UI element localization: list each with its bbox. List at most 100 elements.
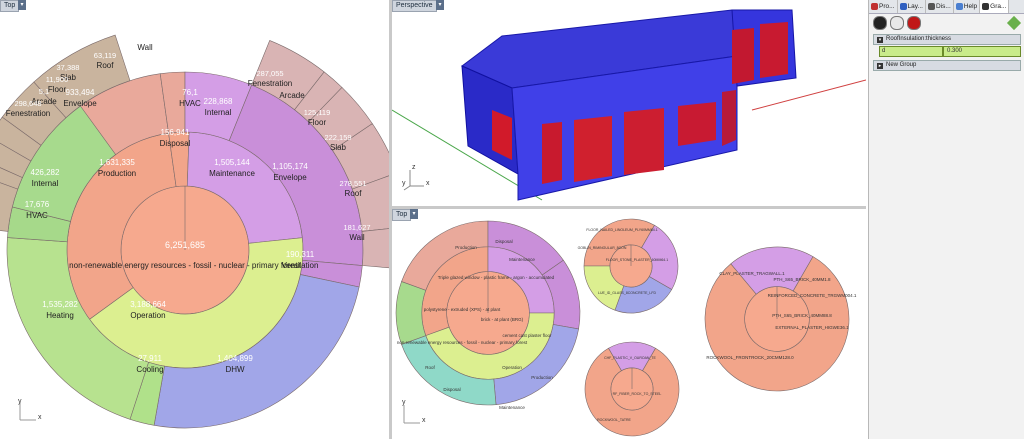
tab-grasshopper-label: Gra... — [990, 3, 1007, 10]
param-row-d[interactable]: d 0.300 — [879, 46, 1021, 57]
sunburst-ring2-value: 426,282 — [31, 168, 60, 177]
top-left-viewport[interactable]: Top ▾ 6,251,685 non-renewable energy reso… — [0, 0, 389, 439]
sunburst-ring3-value: 181,627 — [343, 223, 370, 232]
param-name: d — [879, 46, 943, 57]
chart-4-label: PTH_S65_BRICK_40MM1.8 — [773, 277, 831, 282]
tab-properties[interactable]: Pro... — [869, 0, 898, 13]
chart-1-label: brick - at plant (BRG) — [481, 317, 524, 322]
group-new-group[interactable]: ▸ New Group — [873, 60, 1021, 71]
sunburst-ring2-label: Heating — [46, 311, 74, 320]
pencil-icon[interactable] — [1006, 15, 1022, 31]
sunburst-ring2-label: Ventilation — [282, 261, 319, 270]
sunburst-ring1-value: 156,941 — [161, 128, 190, 137]
panel-toolbar — [869, 14, 1024, 32]
sunburst-ring2-label: DHW — [225, 365, 245, 374]
viewport-divider-horizontal[interactable] — [392, 206, 866, 209]
sunburst-ring3-value: 222,159 — [324, 133, 351, 142]
chart-1-label: Disposal — [495, 239, 512, 244]
top-left-viewport-menu-arrow[interactable]: ▾ — [18, 0, 26, 10]
axis-triad-top-left — [19, 402, 36, 421]
small-sunburst-charts: Production Disposal Maintenance Triple glaz… — [395, 218, 857, 437]
tab-grasshopper[interactable]: Gra... — [980, 0, 1010, 13]
tab-display-label: Dis... — [935, 3, 951, 10]
chart-1-label: Maintenance — [509, 257, 535, 262]
chart-1-label: cement cast plaster floor — [502, 333, 552, 338]
chart-4-segment — [704, 256, 850, 392]
chart-1-label: Disposal — [443, 387, 460, 392]
chart-2-label: FLOOR_STONE_PLASTER_60MM64.1 — [606, 258, 668, 262]
chart-4-label: ROCKWOOL_FRONTROCK_20CMM128.0 — [706, 355, 794, 360]
sunburst-ring3-value: 125,119 — [304, 108, 331, 117]
axis-y-label-top-left: y — [18, 398, 22, 405]
sunburst-ring2-value: 1,535,282 — [42, 300, 78, 309]
sunburst-ring3-label: Roof — [97, 61, 115, 70]
sunburst-ring2-label: HVAC — [179, 99, 201, 108]
chart-2-segment — [583, 218, 655, 267]
chart-3-label: RF_FIBER_ROCK_TO_STEEL — [613, 392, 662, 396]
sunburst-ring3-segment — [1, 81, 67, 146]
sunburst-ring3-value: 278,551 — [339, 179, 366, 188]
top-right-viewport-menu-arrow[interactable]: ▾ — [410, 209, 418, 219]
tab-help[interactable]: Help — [954, 0, 981, 13]
sunburst-ring3-value: 63,119 — [94, 51, 116, 60]
axis-y-label-perspective: y — [402, 180, 406, 187]
axis-x-label-perspective: x — [426, 180, 430, 187]
viewport-divider-left[interactable] — [389, 0, 392, 439]
chart-1-label: polystyrene - extruded (XPS) - at plant — [424, 307, 501, 312]
sunburst-ring2-value: 27,911 — [138, 354, 162, 363]
sunburst-ring1-label: Operation — [130, 311, 165, 320]
sunburst-ring2-label: Envelope — [63, 99, 97, 108]
sunburst-ring3-label: Wall — [137, 43, 152, 52]
sunburst-ring2-value: 933,494 — [66, 88, 95, 97]
sunburst-ring3-segment — [0, 142, 32, 178]
param-value-slider[interactable]: 0.300 — [943, 46, 1021, 57]
side-panel: Pro... Lay... Dis... Help Gra... ▾ RoofI… — [868, 0, 1024, 439]
axis-y-label-top-right: y — [402, 399, 406, 406]
panel-tab-bar: Pro... Lay... Dis... Help Gra... — [869, 0, 1024, 14]
group-roofinsulation-thickness[interactable]: ▾ RoofInsulation:thickness — [873, 34, 1021, 45]
sunburst-ring3-value: 37,388 — [57, 63, 80, 72]
perspective-viewport-tab[interactable]: Perspective — [392, 0, 437, 12]
sunburst-ring1-value: 1,631,335 — [99, 158, 135, 167]
sunburst-center-label: non-renewable energy resources - fossil … — [69, 261, 301, 270]
sunburst-ring3-label: Floor — [48, 85, 67, 94]
sunburst-ring3-value: 5,1 — [39, 87, 49, 96]
sunburst-center — [120, 185, 250, 315]
chart-1-label: Maintenance — [499, 405, 525, 410]
chart-4-label: CLAY_PLASTER_TRAGWALL.1 — [719, 271, 785, 276]
sunburst-ring1-label: Maintenance — [209, 169, 255, 178]
expand-toggle-icon[interactable]: ▸ — [877, 62, 883, 69]
sunburst-ring1-label: Production — [98, 169, 136, 178]
axis-z-label-perspective: z — [412, 164, 416, 171]
sunburst-chart: 6,251,685 non-renewable energy resources … — [0, 33, 389, 429]
sunburst-ring3-label: Arcade — [31, 97, 57, 106]
settings-icon[interactable] — [890, 16, 904, 30]
sunburst-ring3-label: Fenestration — [248, 79, 292, 88]
sunburst-ring2-value: 1,404,899 — [217, 354, 253, 363]
sunburst-ring3-segment — [361, 228, 389, 269]
tab-layers[interactable]: Lay... — [898, 0, 926, 13]
sunburst-ring1-value: 1,505,144 — [214, 158, 250, 167]
sunburst-ring3-value: 256,134 — [131, 33, 158, 42]
sunburst-ring3-label: Slab — [330, 143, 347, 152]
sunburst-ring3-label: Fenestration — [6, 109, 50, 118]
sunburst-ring3-segment — [33, 34, 131, 119]
sunburst-ring2-label: Internal — [205, 108, 232, 117]
building-3d-model — [392, 9, 866, 201]
perspective-viewport[interactable]: Perspective ▾ z x y — [392, 0, 866, 206]
perspective-viewport-menu-arrow[interactable]: ▾ — [436, 0, 444, 10]
sunburst-ring2-value: 1,105,174 — [272, 162, 308, 171]
help-icon — [955, 3, 963, 10]
collapse-toggle-icon[interactable]: ▾ — [877, 36, 883, 43]
sunburst-ring2-value: 17,676 — [25, 200, 50, 209]
grasshopper-icon — [982, 3, 990, 10]
axis-x-label-top-right: x — [422, 417, 426, 424]
chart-4-label: EXTERNAL_PLASTER_HIGWE36.1 — [775, 325, 849, 330]
eye-icon[interactable] — [873, 16, 887, 30]
layers-icon — [899, 3, 907, 10]
tab-help-label: Help — [963, 3, 978, 10]
record-icon[interactable] — [907, 16, 921, 30]
top-right-viewport[interactable]: Top ▾ Production Disposal Maintenance Tripl… — [392, 209, 866, 439]
tab-display[interactable]: Dis... — [926, 0, 954, 13]
sunburst-ring3-label: Wall — [349, 233, 364, 242]
